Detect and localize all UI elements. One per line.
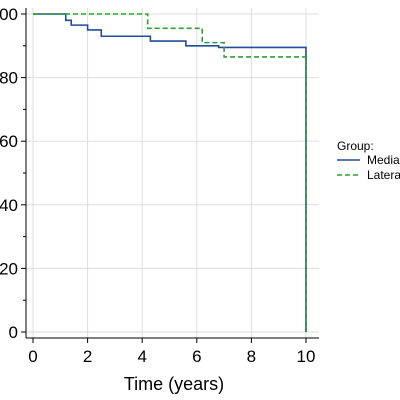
x-tick-label: 8	[247, 347, 256, 366]
y-tick-label: 20	[0, 259, 18, 278]
series-layer	[33, 13, 307, 332]
series-line-medial	[33, 13, 307, 332]
x-tick-label: 2	[83, 347, 92, 366]
y-tick-label: 40	[0, 196, 18, 215]
tick-layer: 0246810020406080100	[0, 5, 315, 366]
x-axis-title: Time (years)	[124, 374, 224, 394]
legend-label-lateral: Lateral	[367, 168, 400, 182]
legend-label-medial: Medial	[367, 153, 400, 167]
y-tick-label: 100	[0, 5, 18, 24]
legend-title: Group:	[337, 139, 374, 153]
legend-items: MedialLateral	[337, 153, 400, 182]
x-tick-label: 0	[28, 347, 37, 366]
series-line-lateral	[33, 13, 307, 332]
legend: Group: MedialLateral	[337, 139, 400, 182]
y-tick-label: 0	[9, 323, 18, 342]
y-tick-label: 60	[0, 132, 18, 151]
x-tick-label: 6	[192, 347, 201, 366]
y-tick-label: 80	[0, 69, 18, 88]
x-tick-label: 4	[137, 347, 146, 366]
x-tick-label: 10	[297, 347, 316, 366]
